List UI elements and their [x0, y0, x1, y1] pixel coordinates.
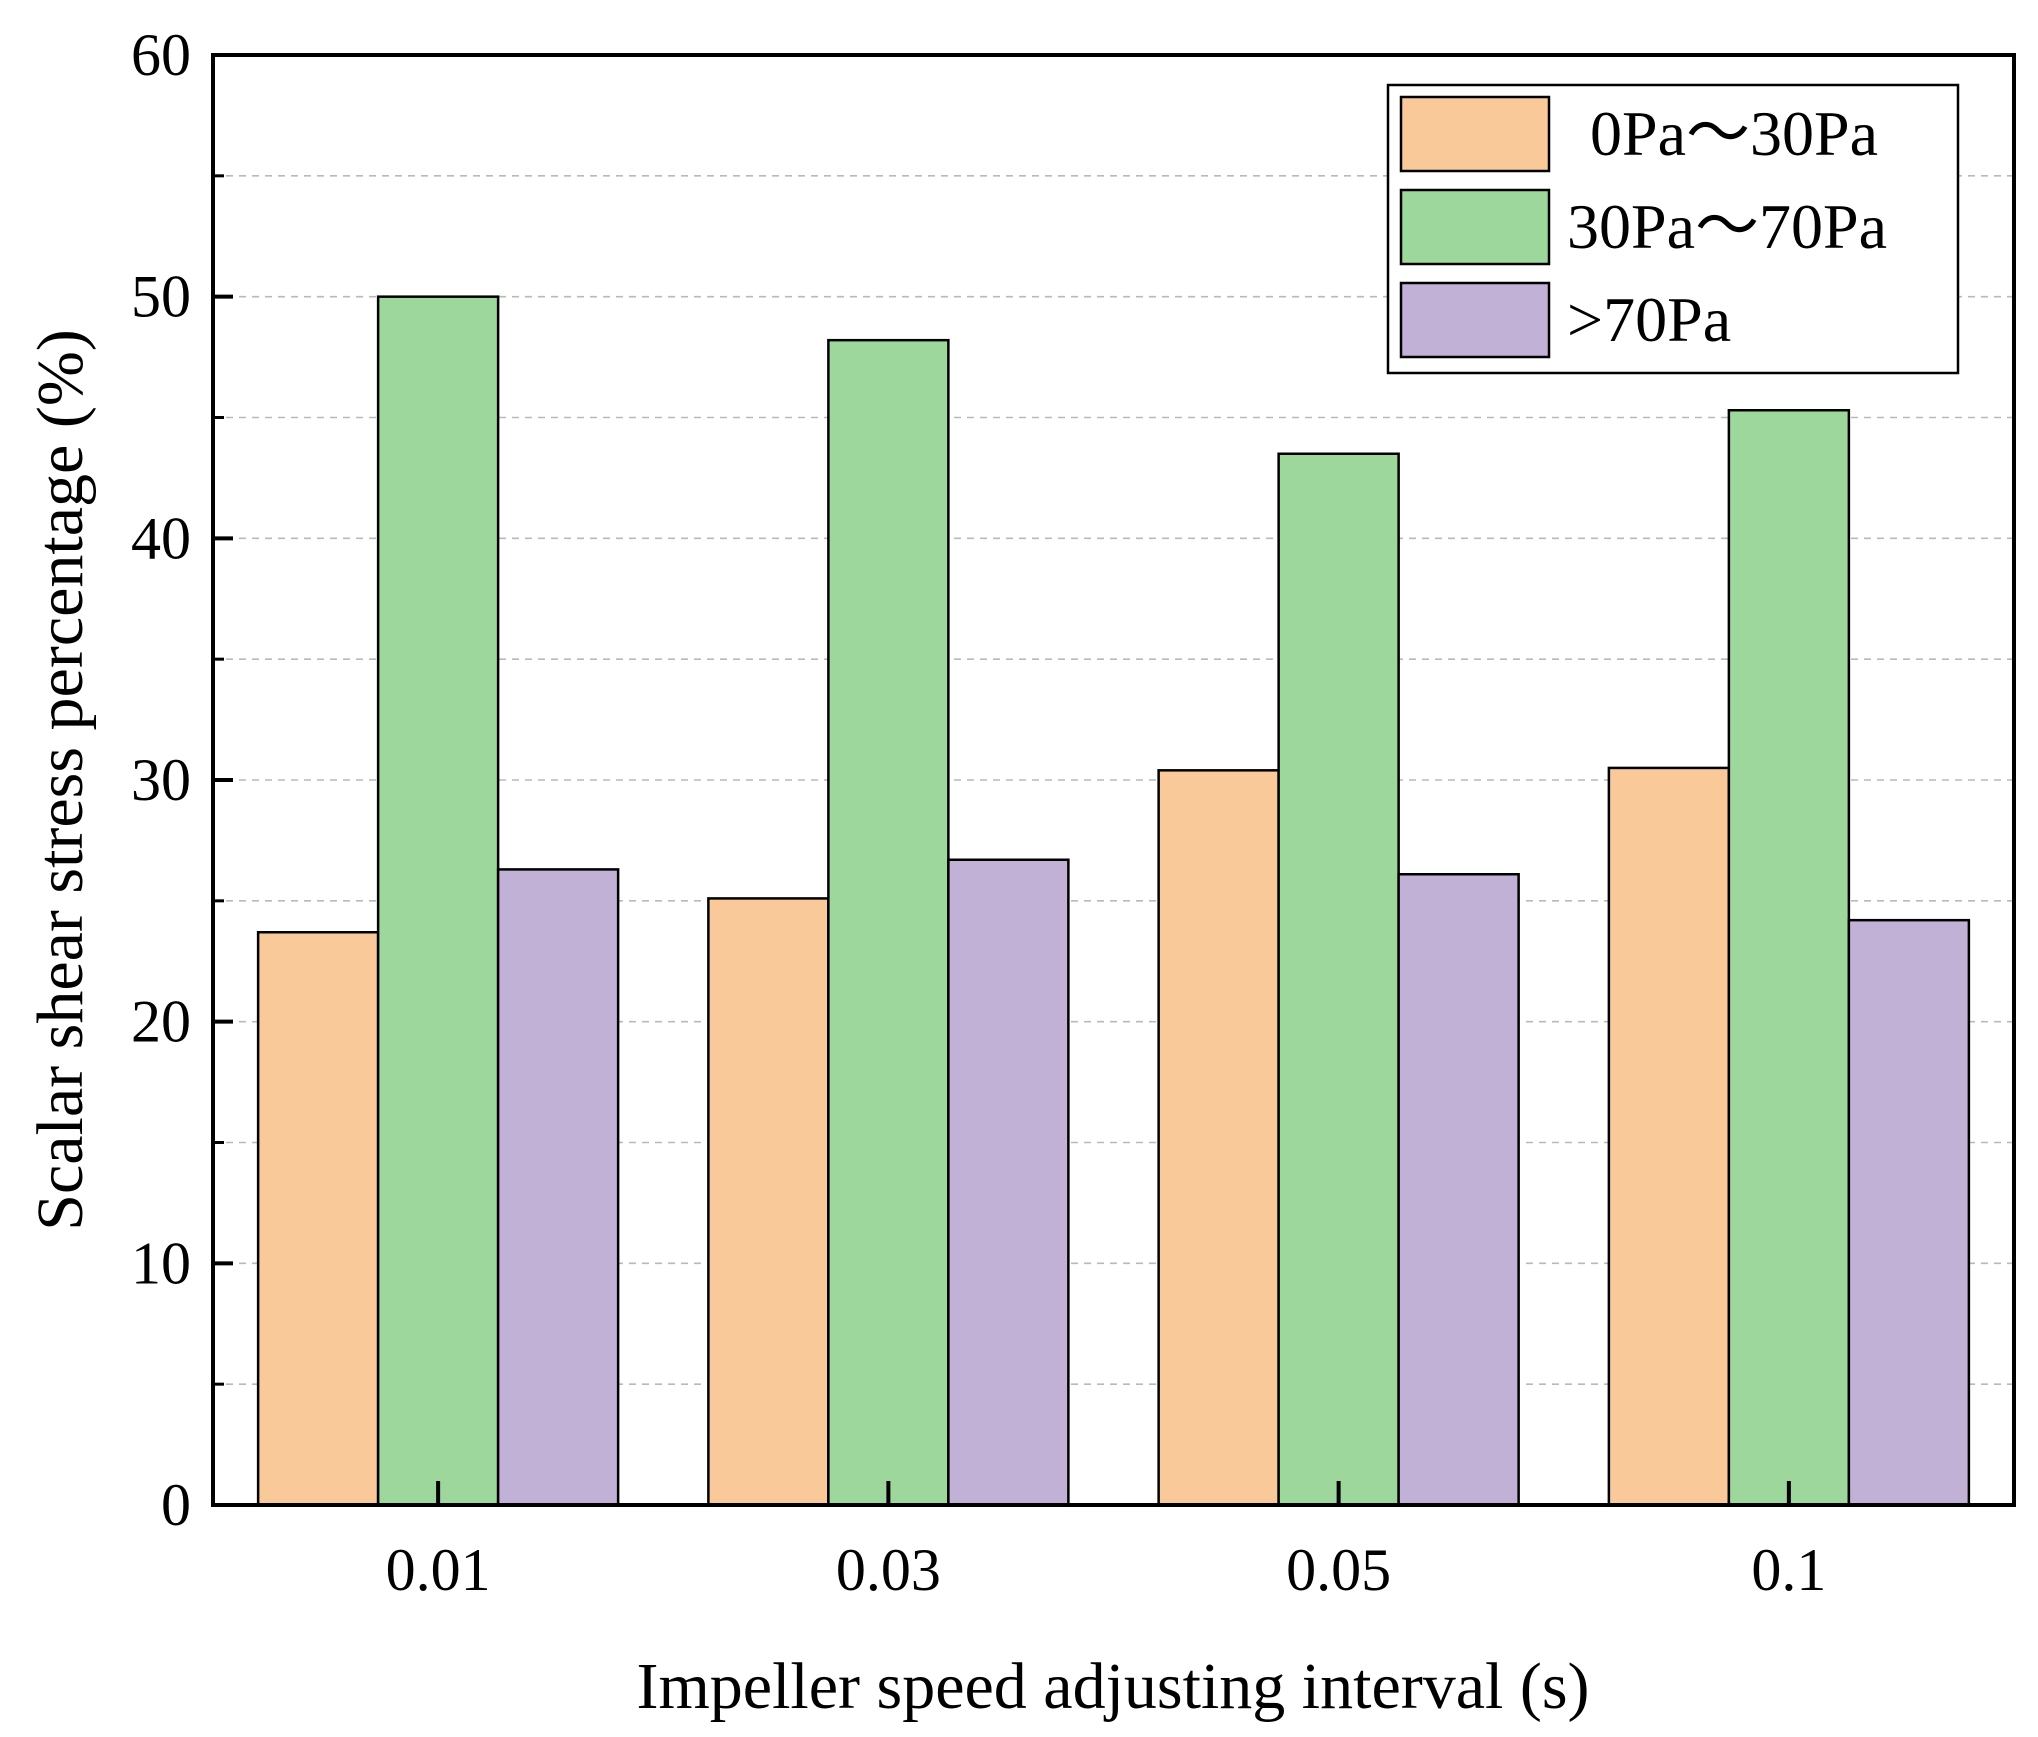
x-tick-label: 0.1: [1751, 1537, 1826, 1603]
x-tick-label: 0.05: [1286, 1537, 1391, 1603]
legend-swatch-3: [1399, 281, 1551, 359]
bar-2-0.03: [827, 338, 950, 1507]
y-axis-title: Scalar shear stress percentage (%): [24, 329, 97, 1231]
x-axis-title: Impeller speed adjusting interval (s): [636, 1650, 1589, 1723]
y-tick-label: 60: [131, 22, 191, 88]
bar-1-0.03: [707, 897, 830, 1507]
y-tick-label: 10: [131, 1230, 191, 1296]
legend-label-3: >70Pa: [1567, 284, 1731, 355]
bar-3-0.1: [1847, 918, 1971, 1507]
bar-3-0.05: [1397, 873, 1520, 1507]
y-tick-label: 40: [131, 505, 191, 571]
y-tick-label: 20: [131, 989, 191, 1055]
bar-2-0.05: [1277, 452, 1400, 1507]
x-tick-label: 0.03: [836, 1537, 941, 1603]
bar-2-0.1: [1727, 409, 1851, 1507]
bar-1-0.01: [256, 931, 380, 1507]
legend-swatch-2: [1399, 188, 1551, 266]
legend-label-2: 30Pa～70Pa: [1567, 191, 1887, 262]
legend-swatch-1: [1399, 95, 1551, 173]
x-tick-label: 0.01: [386, 1537, 491, 1603]
y-tick-label: 50: [131, 264, 191, 330]
y-tick-label: 30: [131, 747, 191, 813]
bar-2-0.01: [376, 295, 500, 1507]
y-tick-label: 0: [161, 1472, 191, 1538]
legend-label-1: 0Pa～30Pa: [1590, 98, 1878, 169]
ticks: 0.01 0.03 0.05 0.1 0 10 20 30 40 50 60: [131, 22, 1826, 1603]
bar-3-0.03: [947, 858, 1070, 1507]
bar-3-0.01: [496, 868, 620, 1507]
bar-1-0.05: [1157, 769, 1280, 1507]
bar-1-0.1: [1607, 766, 1731, 1507]
legend: 0Pa～30Pa 30Pa～70Pa >70Pa: [1386, 83, 1960, 375]
bars: [256, 295, 1971, 1507]
